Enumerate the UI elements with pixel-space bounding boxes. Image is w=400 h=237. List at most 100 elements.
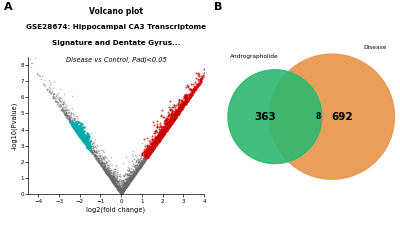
- Point: [114, 174, 120, 178]
- Point: [134, 168, 140, 172]
- Point: [123, 179, 130, 183]
- Point: [157, 128, 164, 131]
- Point: [149, 148, 156, 152]
- Point: [85, 144, 92, 148]
- Point: [66, 116, 73, 120]
- Point: [156, 134, 163, 138]
- Point: [77, 128, 83, 132]
- Point: [70, 122, 76, 125]
- Point: [176, 108, 182, 112]
- Point: [112, 171, 119, 175]
- Point: [144, 154, 150, 157]
- Point: [175, 107, 182, 111]
- Point: [142, 156, 148, 160]
- Point: [146, 143, 152, 147]
- Point: [182, 95, 188, 98]
- Point: [152, 140, 159, 144]
- Point: [109, 178, 115, 182]
- Point: [169, 113, 175, 117]
- Point: [172, 113, 178, 117]
- Point: [176, 111, 182, 115]
- Point: [66, 118, 72, 122]
- Point: [71, 124, 78, 128]
- Point: [134, 170, 140, 173]
- Point: [163, 129, 170, 133]
- Point: [35, 73, 41, 77]
- Point: [160, 130, 166, 133]
- Point: [96, 156, 103, 160]
- Point: [181, 100, 188, 104]
- Point: [47, 83, 54, 87]
- Point: [122, 179, 129, 183]
- Point: [45, 89, 52, 93]
- Point: [100, 167, 106, 170]
- Point: [148, 146, 155, 150]
- Point: [151, 143, 157, 147]
- Point: [180, 102, 187, 106]
- Point: [135, 161, 142, 165]
- Point: [191, 87, 198, 91]
- Point: [112, 178, 119, 182]
- Point: [158, 135, 165, 139]
- Point: [180, 105, 186, 109]
- Point: [158, 134, 164, 138]
- Point: [60, 102, 66, 106]
- Point: [72, 127, 79, 130]
- Point: [161, 121, 167, 125]
- Point: [108, 177, 114, 181]
- Point: [126, 181, 132, 185]
- Point: [93, 149, 99, 153]
- Point: [118, 192, 125, 196]
- Point: [82, 137, 88, 141]
- Point: [164, 125, 170, 129]
- Point: [131, 169, 138, 173]
- Point: [60, 105, 66, 109]
- Point: [119, 189, 126, 193]
- Point: [148, 150, 154, 154]
- Point: [113, 183, 119, 187]
- Point: [120, 186, 127, 190]
- Point: [122, 185, 129, 188]
- Point: [158, 134, 165, 137]
- Point: [134, 169, 140, 172]
- Point: [123, 180, 130, 183]
- Point: [183, 100, 189, 104]
- Point: [100, 164, 107, 168]
- Point: [150, 147, 156, 150]
- Point: [142, 159, 148, 163]
- Point: [127, 178, 133, 181]
- Point: [105, 169, 112, 173]
- Point: [122, 184, 128, 188]
- Point: [98, 160, 105, 164]
- Point: [76, 133, 82, 137]
- Point: [169, 118, 175, 122]
- Point: [159, 133, 166, 137]
- Point: [202, 71, 209, 74]
- Point: [190, 90, 196, 94]
- Point: [108, 170, 114, 174]
- Point: [122, 185, 128, 189]
- Point: [156, 136, 163, 140]
- Point: [122, 187, 128, 190]
- Point: [122, 185, 128, 189]
- Point: [138, 161, 144, 165]
- Point: [139, 156, 146, 160]
- Point: [64, 114, 71, 118]
- Point: [64, 116, 70, 120]
- Point: [145, 154, 152, 158]
- Point: [154, 138, 160, 142]
- Point: [105, 163, 112, 167]
- Point: [108, 163, 115, 167]
- Point: [124, 182, 131, 185]
- Point: [179, 106, 185, 110]
- Point: [150, 144, 156, 148]
- Point: [72, 124, 78, 128]
- Point: [124, 178, 131, 181]
- Point: [56, 98, 62, 102]
- Point: [165, 123, 171, 127]
- Point: [170, 119, 176, 123]
- Point: [144, 156, 150, 160]
- Point: [148, 149, 154, 153]
- Point: [149, 146, 155, 150]
- Point: [147, 150, 153, 154]
